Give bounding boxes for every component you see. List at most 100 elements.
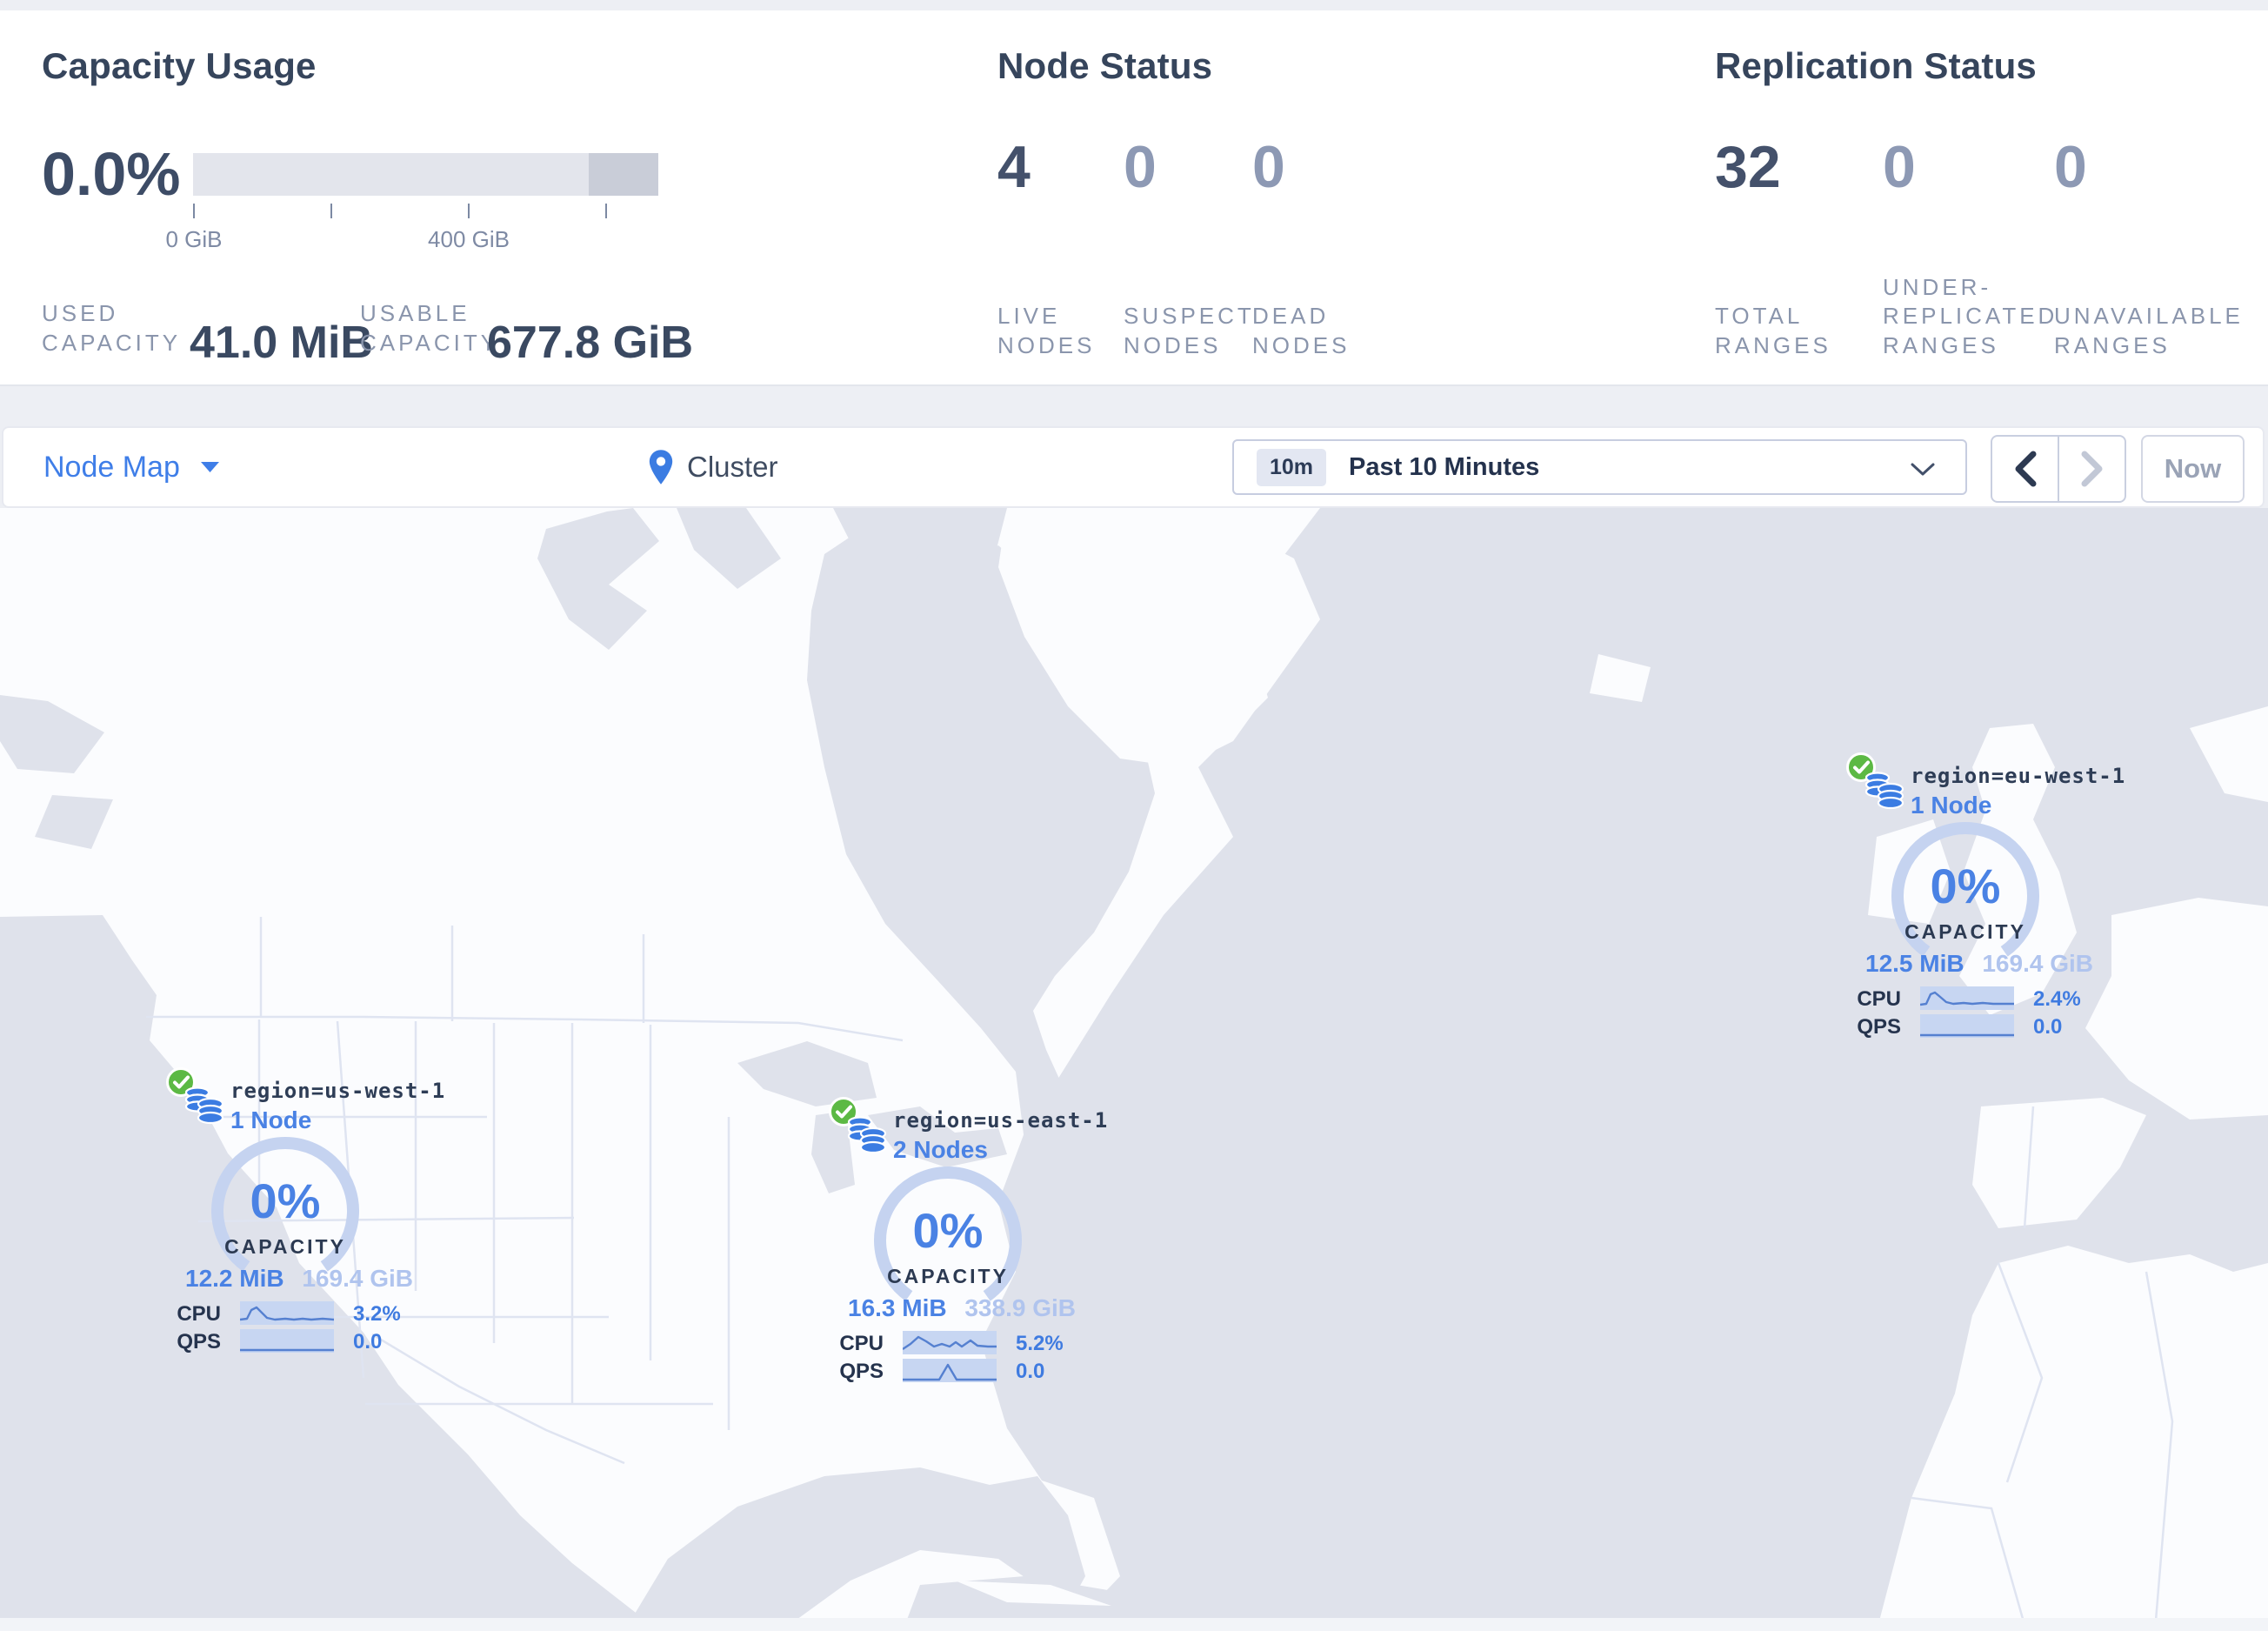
replication-status-title: Replication Status bbox=[1715, 45, 2037, 86]
stat-label: TOTAL RANGES bbox=[1715, 303, 1831, 358]
healthy-check-icon bbox=[1846, 752, 1876, 782]
node-health-icon bbox=[165, 1066, 197, 1102]
cpu-label: CPU bbox=[1857, 987, 1901, 1011]
stat-value: 0 bbox=[2054, 134, 2087, 200]
node-health-icon bbox=[828, 1096, 859, 1132]
capacity-gauge bbox=[1878, 809, 2052, 987]
cpu-value: 2.4% bbox=[2033, 987, 2081, 1011]
world-map bbox=[0, 508, 2268, 1631]
capacity-values: 12.2 MiB 169.4 GiB bbox=[185, 1265, 413, 1293]
region-marker-us-east-1[interactable]: region=us-east-1 2 Nodes 0% CAPACITY 16.3 Mi… bbox=[809, 1070, 1107, 1383]
capacity-axis-label-min: 0 GiB bbox=[165, 226, 223, 252]
database-stack-icon bbox=[847, 1116, 887, 1154]
capacity-total: 338.9 GiB bbox=[964, 1294, 1076, 1321]
chevron-right-icon bbox=[2081, 451, 2102, 487]
stat-value: 4 bbox=[997, 134, 1031, 200]
qps-sparkline-band bbox=[1920, 1014, 2014, 1038]
capacity-axis-tick bbox=[468, 204, 470, 218]
region-node-count: 2 Nodes bbox=[893, 1136, 988, 1163]
stat-value: 0 bbox=[1124, 134, 1157, 200]
breadcrumb-label: Cluster bbox=[687, 451, 778, 483]
breadcrumb[interactable]: Cluster bbox=[647, 428, 778, 506]
capacity-values: 16.3 MiB 338.9 GiB bbox=[848, 1294, 1076, 1322]
qps-row: QPS 0.0 bbox=[146, 1329, 416, 1354]
view-selector-dropdown[interactable]: Node Map bbox=[43, 428, 220, 506]
stat-value: 32 bbox=[1715, 134, 1781, 200]
cpu-row: CPU 3.2% bbox=[146, 1301, 416, 1326]
capacity-gauge bbox=[861, 1153, 1035, 1332]
cpu-sparkline-band bbox=[902, 1331, 997, 1354]
stat-label: SUSPECT NODES bbox=[1124, 303, 1255, 358]
stat-label: DEAD NODES bbox=[1252, 303, 1351, 358]
cpu-sparkline bbox=[239, 1306, 335, 1321]
capacity-gauge bbox=[198, 1124, 372, 1302]
used-capacity-label: USED CAPACITY bbox=[42, 300, 182, 356]
time-range-badge: 10m bbox=[1257, 448, 1327, 486]
stat-label: UNDER-REPLICATED RANGES bbox=[1883, 274, 2058, 358]
region-label: region=eu-west-1 bbox=[1911, 764, 2126, 788]
node-status-title: Node Status bbox=[997, 45, 1213, 86]
time-back-button[interactable] bbox=[1992, 437, 2059, 501]
capacity-axis-tick bbox=[193, 204, 195, 218]
region-label: region=us-west-1 bbox=[230, 1079, 446, 1103]
qps-label: QPS bbox=[1857, 1015, 1901, 1039]
now-button[interactable]: Now bbox=[2141, 435, 2245, 503]
node-database-icon bbox=[846, 1115, 888, 1160]
chevron-left-icon bbox=[2015, 451, 2036, 487]
capacity-axis-tick bbox=[330, 204, 332, 218]
stat-label: LIVE NODES bbox=[997, 303, 1096, 358]
region-label: region=us-east-1 bbox=[893, 1108, 1109, 1133]
map-footer-strip bbox=[0, 1618, 2268, 1631]
cpu-row: CPU 5.2% bbox=[809, 1331, 1078, 1355]
capacity-used: 12.2 MiB bbox=[185, 1265, 284, 1292]
cpu-value: 5.2% bbox=[1016, 1332, 1064, 1355]
node-health-icon bbox=[1845, 752, 1877, 787]
capacity-used: 12.5 MiB bbox=[1865, 950, 1964, 977]
qps-value: 0.0 bbox=[1016, 1360, 1045, 1383]
stat-value: 0 bbox=[1252, 134, 1285, 200]
capacity-used: 16.3 MiB bbox=[848, 1294, 947, 1321]
capacity-percent: 0.0% bbox=[42, 140, 181, 208]
database-stack-icon bbox=[1864, 772, 1904, 810]
capacity-total: 169.4 GiB bbox=[1982, 950, 2093, 977]
stat-value: 0 bbox=[1883, 134, 1916, 200]
capacity-bar-used-segment bbox=[589, 153, 658, 196]
capacity-percent: 0% bbox=[1930, 859, 2001, 913]
region-marker-eu-west-1[interactable]: region=eu-west-1 1 Node 0% CAPACITY 12.5 MiB… bbox=[1826, 725, 2125, 1039]
capacity-axis-label-mid: 400 GiB bbox=[428, 226, 510, 252]
capacity-bar bbox=[193, 153, 658, 196]
usable-capacity-label: USABLE CAPACITY bbox=[360, 300, 500, 356]
capacity-label: CAPACITY bbox=[224, 1235, 346, 1258]
map-toolbar: Node Map Cluster 10m Past 10 Minutes Now bbox=[2, 426, 2265, 508]
qps-label: QPS bbox=[177, 1330, 221, 1354]
qps-value: 0.0 bbox=[353, 1330, 383, 1354]
capacity-label: CAPACITY bbox=[887, 1265, 1009, 1287]
cpu-label: CPU bbox=[177, 1302, 221, 1326]
cpu-sparkline bbox=[1919, 991, 2014, 1006]
usable-capacity-value: 677.8 GiB bbox=[487, 318, 694, 368]
node-map: region=us-west-1 1 Node 0% CAPACITY 12.2 MiB… bbox=[0, 508, 2268, 1631]
capacity-label: CAPACITY bbox=[1904, 920, 2026, 943]
location-pin-icon bbox=[649, 450, 673, 485]
qps-sparkline bbox=[1920, 1033, 2014, 1037]
stat-label: UNAVAILABLE RANGES bbox=[2054, 303, 2244, 358]
database-stack-icon bbox=[184, 1086, 224, 1125]
qps-sparkline bbox=[903, 1363, 997, 1381]
region-marker-us-west-1[interactable]: region=us-west-1 1 Node 0% CAPACITY 12.2 MiB… bbox=[146, 1040, 444, 1354]
qps-row: QPS 0.0 bbox=[809, 1359, 1078, 1383]
node-database-icon bbox=[1864, 771, 1905, 815]
capacity-arc-gauge bbox=[1891, 821, 2039, 957]
capacity-percent: 0% bbox=[250, 1173, 321, 1228]
capacity-values: 12.5 MiB 169.4 GiB bbox=[1865, 950, 2093, 978]
qps-row: QPS 0.0 bbox=[1826, 1014, 2096, 1039]
chevron-down-icon bbox=[200, 462, 219, 472]
capacity-total: 169.4 GiB bbox=[302, 1265, 413, 1292]
capacity-arc-gauge bbox=[874, 1166, 1022, 1301]
view-selector-label: Node Map bbox=[43, 450, 180, 484]
time-step-buttons bbox=[1991, 435, 2126, 503]
cpu-value: 3.2% bbox=[353, 1302, 401, 1326]
qps-label: QPS bbox=[839, 1360, 884, 1383]
region-node-count: 1 Node bbox=[1911, 792, 1992, 819]
time-range-select[interactable]: 10m Past 10 Minutes bbox=[1232, 439, 1967, 495]
time-forward-button[interactable] bbox=[2059, 437, 2125, 501]
